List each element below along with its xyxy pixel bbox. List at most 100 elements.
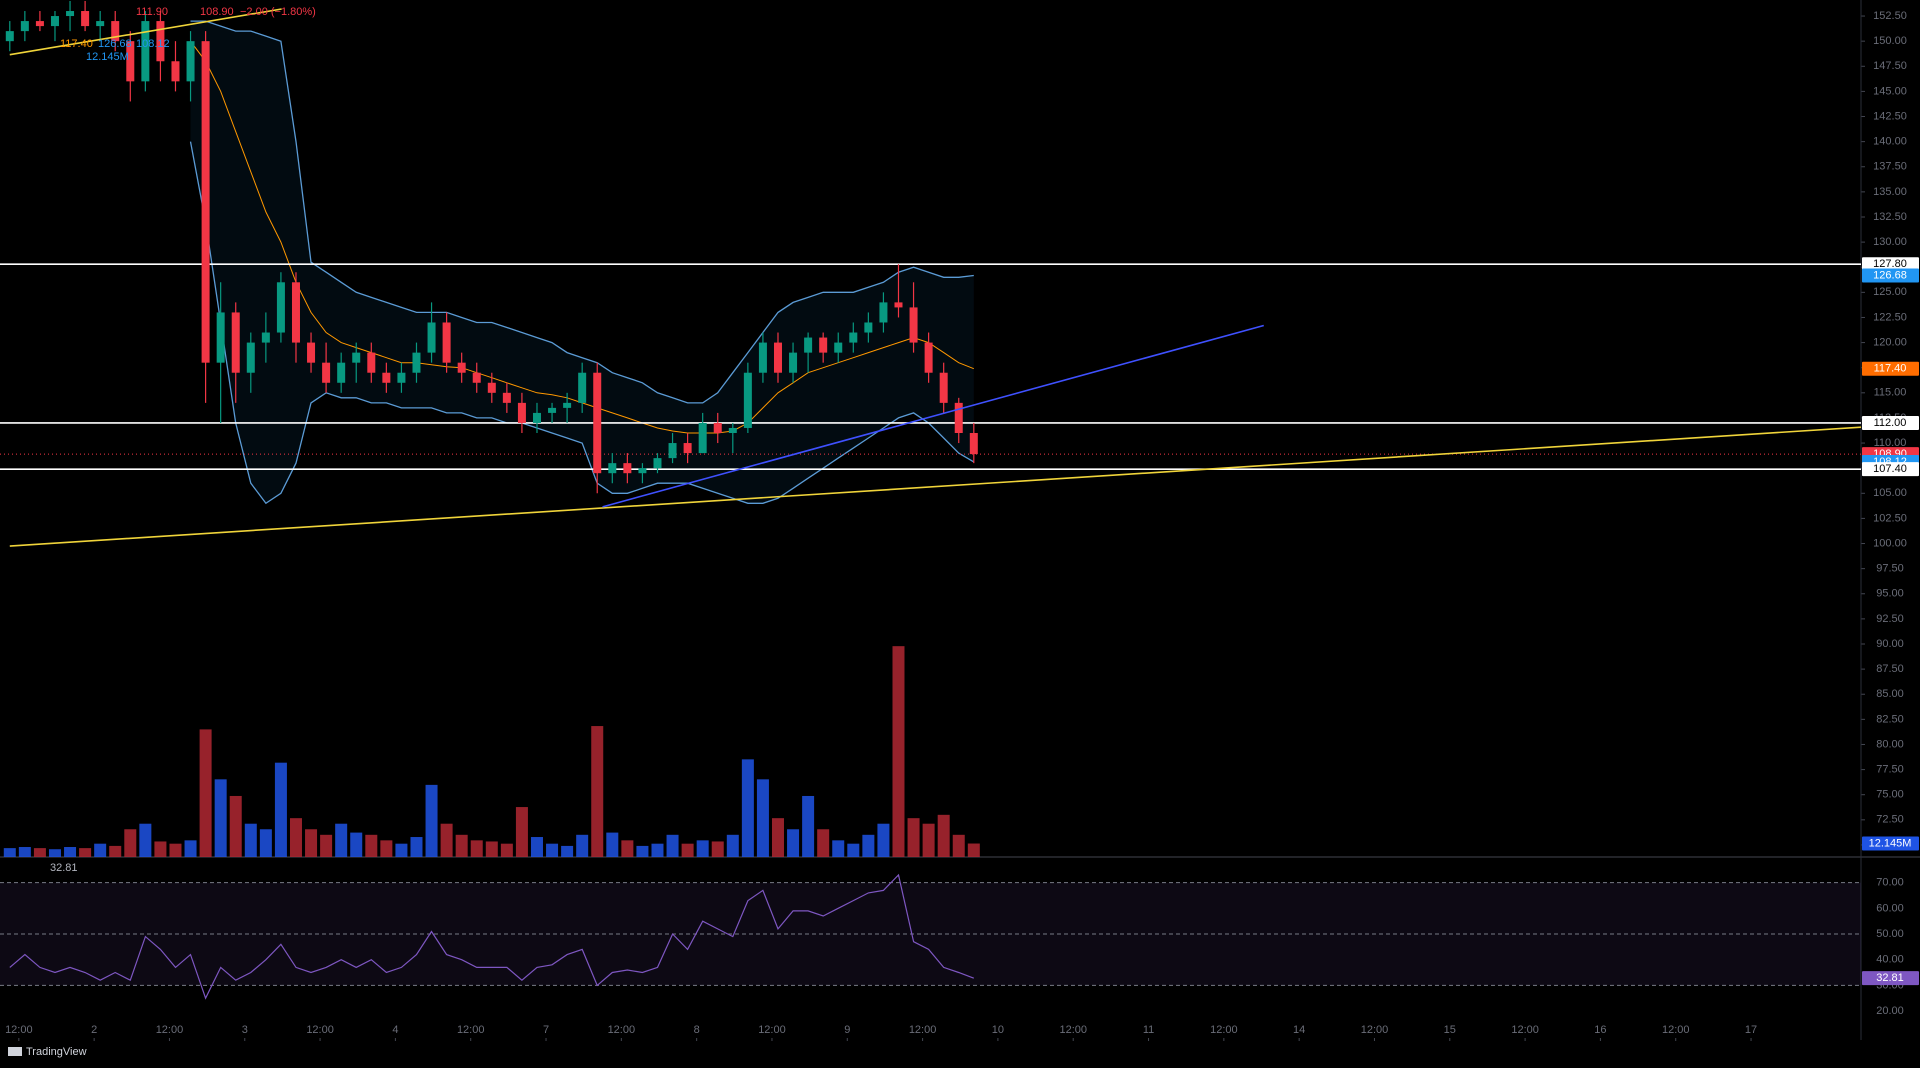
volume-bar xyxy=(952,834,965,857)
volume-bar xyxy=(651,843,664,857)
volume-bar xyxy=(320,834,333,857)
x-tick-label: 12:00 xyxy=(608,1024,636,1036)
y-tick-label: 75.00 xyxy=(1876,789,1904,801)
candle-body xyxy=(186,41,195,82)
x-tick-label: 12:00 xyxy=(1511,1024,1539,1036)
x-tick-label: 12:00 xyxy=(1361,1024,1389,1036)
candle-body xyxy=(773,342,782,373)
volume-bar xyxy=(621,840,634,857)
candle-body xyxy=(111,21,120,42)
volume-bar xyxy=(485,841,498,857)
x-tick-label: 12:00 xyxy=(758,1024,786,1036)
volume-bar xyxy=(259,829,272,857)
y-tick-label: 72.50 xyxy=(1876,814,1904,826)
candle-body xyxy=(969,433,978,455)
candle-body xyxy=(909,307,918,343)
volume-bar xyxy=(3,848,16,857)
x-tick-label: 12:00 xyxy=(1662,1024,1690,1036)
candle-body xyxy=(472,372,481,383)
candle-body xyxy=(668,443,677,459)
x-tick-label: 12:00 xyxy=(909,1024,937,1036)
volume-bar xyxy=(335,823,348,857)
price-tag xyxy=(1862,836,1919,851)
footer-brand: TradingView xyxy=(26,1046,87,1058)
candle-body xyxy=(758,342,767,373)
price-tag-label: 112.00 xyxy=(1874,417,1907,429)
volume-bar xyxy=(124,829,137,857)
y-tick-label: 135.00 xyxy=(1873,186,1907,198)
candle-body xyxy=(141,21,150,82)
candle-body xyxy=(442,322,451,363)
y-tick-label: 130.00 xyxy=(1873,236,1907,248)
volume-bar xyxy=(18,847,31,857)
volume-bar xyxy=(305,829,318,857)
candle-body xyxy=(201,41,210,363)
volume-bar xyxy=(636,845,649,857)
y-tick-label: 132.50 xyxy=(1873,211,1907,223)
volume-bar xyxy=(440,823,453,857)
volume-bar xyxy=(802,795,815,857)
volume-bar xyxy=(229,795,242,857)
volume-bar xyxy=(380,840,393,857)
candle-body xyxy=(683,443,692,454)
trendline xyxy=(9,426,1862,547)
volume-bar xyxy=(787,829,800,857)
legend-rsi: 32.81 xyxy=(50,862,78,874)
candle-body xyxy=(713,422,722,434)
rsi-tick-label: 20.00 xyxy=(1876,1005,1904,1017)
trendline xyxy=(602,324,1264,508)
candle-body xyxy=(894,302,903,308)
candle-body xyxy=(156,21,165,62)
candle-body xyxy=(216,312,225,363)
volume-bar xyxy=(515,807,528,857)
volume-bar xyxy=(455,834,468,857)
price-tag xyxy=(1862,971,1919,986)
volume-bar xyxy=(109,845,122,857)
y-tick-label: 125.00 xyxy=(1873,286,1907,298)
volume-bar xyxy=(922,823,935,857)
candle-body xyxy=(66,11,75,17)
price-tag xyxy=(1862,462,1919,477)
candle-body xyxy=(367,352,376,373)
volume-bar xyxy=(937,814,950,857)
volume-bar xyxy=(500,843,513,857)
volume-bar xyxy=(606,832,619,857)
candle-body xyxy=(352,352,361,363)
x-tick-label: 9 xyxy=(844,1024,850,1036)
x-tick-label: 17 xyxy=(1745,1024,1757,1036)
price-tag-label: 12.145M xyxy=(1869,837,1912,849)
x-tick-label: 12:00 xyxy=(5,1024,33,1036)
candle-body xyxy=(126,41,135,82)
candle-body xyxy=(5,31,14,42)
candle-body xyxy=(96,21,105,27)
y-tick-label: 97.50 xyxy=(1876,563,1904,575)
candle-body xyxy=(231,312,240,373)
y-tick-label: 137.50 xyxy=(1873,161,1907,173)
rsi-tick-label: 50.00 xyxy=(1876,928,1904,940)
volume-bar xyxy=(561,845,574,857)
x-tick-label: 7 xyxy=(543,1024,549,1036)
volume-bar xyxy=(666,834,679,857)
legend-volume: 12.145M xyxy=(86,51,129,63)
trendline xyxy=(9,8,282,56)
price-tag-label: 126.68 xyxy=(1873,269,1907,281)
volume-bar xyxy=(892,646,905,857)
candle-body xyxy=(276,282,285,333)
volume-bar xyxy=(94,843,107,857)
candle-body xyxy=(563,402,572,408)
rsi-line xyxy=(9,873,975,1000)
candle-body xyxy=(20,21,29,32)
volume-bar xyxy=(711,841,724,857)
x-tick-label: 2 xyxy=(91,1024,97,1036)
candle-body xyxy=(789,352,798,373)
candle-body xyxy=(291,282,300,343)
volume-bar xyxy=(410,837,423,857)
candle-body xyxy=(924,342,933,373)
candle-body xyxy=(532,412,541,423)
candle-body xyxy=(322,362,331,383)
volume-bar xyxy=(154,841,167,857)
volume-bar xyxy=(139,823,152,857)
candle-body xyxy=(849,332,858,343)
price-tag xyxy=(1862,257,1919,272)
